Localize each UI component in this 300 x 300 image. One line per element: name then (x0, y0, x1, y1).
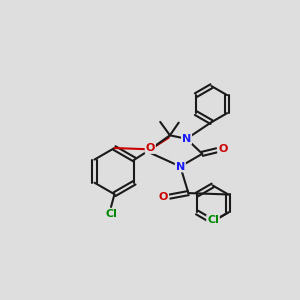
Text: N: N (176, 161, 185, 172)
Text: N: N (182, 134, 191, 144)
Text: O: O (146, 143, 155, 153)
Text: Cl: Cl (105, 209, 117, 219)
Text: O: O (159, 191, 168, 202)
Text: Cl: Cl (207, 215, 219, 225)
Text: O: O (218, 144, 227, 154)
